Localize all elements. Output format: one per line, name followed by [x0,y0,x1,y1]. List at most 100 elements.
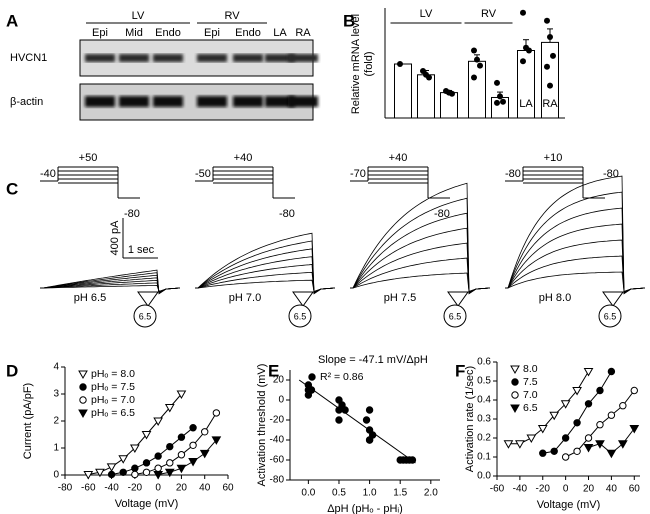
marker [201,428,209,436]
marker [607,367,616,376]
marker [164,404,175,413]
data-point [526,47,532,54]
marker [131,470,139,479]
marker [617,440,628,449]
marker [119,468,127,476]
hold-label: -50 [195,168,211,180]
marker [164,468,175,478]
band [119,96,149,107]
bar [440,92,458,119]
lane-label: RA [295,27,311,39]
scale-label: 1 sec [128,244,155,256]
panel-label: F [455,361,465,380]
marker [549,411,560,421]
ph-label: pH 8.0 [539,292,571,304]
marker [607,411,616,419]
pipette-label: 6.5 [604,311,617,321]
tail-label: -80 [279,208,295,220]
lane-label: Endo [235,27,261,39]
band [233,96,263,107]
marker [583,444,594,453]
ph-label: pH 7.0 [229,292,261,304]
data-point [547,82,553,89]
current-trace [350,182,491,295]
legend-marker [510,404,520,414]
marker [176,390,187,400]
legend-marker [79,383,87,391]
marker [537,425,548,434]
legend-label: 7.0 [523,389,538,401]
data-point [520,58,526,65]
x-tick-label: 40 [199,483,211,494]
band [265,96,295,107]
current-trace [40,272,181,295]
data-point [471,74,477,81]
marker [362,416,371,424]
panel-label: E [268,361,279,380]
marker [142,459,151,467]
data-point [471,47,477,54]
current-trace [505,207,646,294]
current-trace [350,242,491,293]
cell [443,304,467,328]
marker [550,447,558,455]
x-tick-label: -60 [81,483,96,494]
legend-marker [78,409,88,419]
marker [166,442,174,451]
marker [176,464,187,474]
legend-label: pHₒ = 8.0 [91,368,135,380]
x-tick-label: 60 [629,484,641,495]
marker [629,425,640,434]
current-trace [350,257,491,293]
current-trace [350,212,491,294]
data-point [426,74,432,81]
group-label: RV [224,10,240,22]
group-label: LV [132,10,145,22]
legend-marker [510,365,520,375]
pipette-label: 6.5 [294,311,307,321]
data-point [449,90,455,97]
pipette [292,291,314,307]
band [197,96,227,107]
marker [83,470,94,480]
category-label: LA [519,98,533,110]
fit-line [298,379,416,464]
marker [595,440,605,449]
x-tick-label: -20 [536,484,551,495]
bar [491,96,509,119]
x-tick-label: 0 [563,484,569,495]
current-trace [505,223,646,294]
y-tick-label: -40 [270,435,285,446]
y-axis-label: Relative mRNA level [350,14,362,114]
marker [596,421,604,429]
data-point [500,98,506,105]
y-tick-label: 2 [53,416,59,427]
x-tick-label: 20 [176,483,188,494]
cell [133,304,157,328]
marker [584,400,593,408]
marker [630,386,638,395]
current-trace [40,282,181,293]
marker [335,416,343,424]
band [265,54,295,62]
marker [503,440,514,449]
group-label: LV [420,8,433,20]
x-tick-label: -40 [513,484,528,495]
data-point [547,34,553,40]
marker [188,458,198,467]
lane-label: Epi [204,27,220,39]
x-tick-label: 2.0 [424,488,438,499]
current-trace [195,271,336,293]
data-point [477,62,483,69]
legend-marker [511,391,519,399]
panel-label: B [343,11,355,30]
data-point [397,61,403,67]
legend-label: R² = 0.86 [320,371,364,383]
marker [572,387,582,396]
x-tick-label: -60 [490,484,505,495]
x-tick-label: 1.0 [363,488,377,499]
x-tick-label: 60 [222,483,234,494]
marker [561,453,570,461]
data-point [494,99,500,106]
